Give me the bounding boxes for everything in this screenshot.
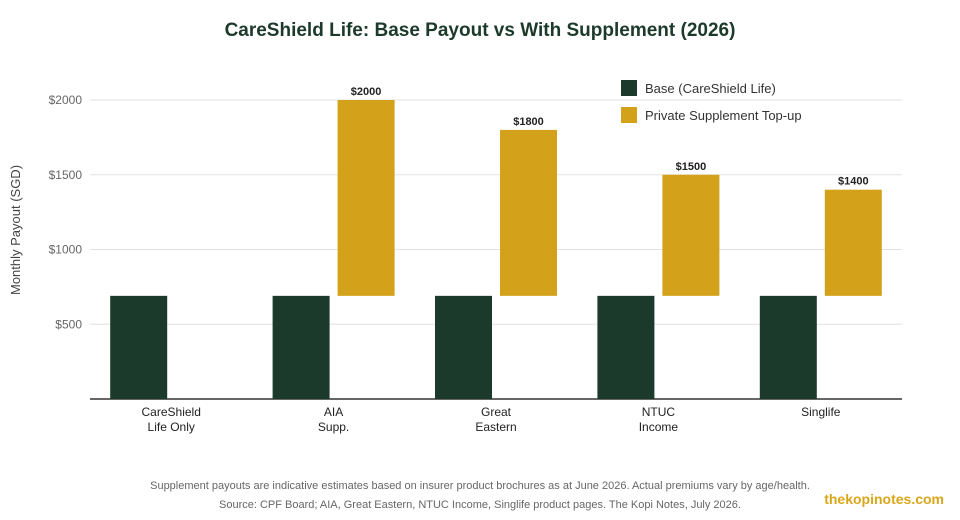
bar-supplement [337, 100, 395, 296]
legend-swatch [621, 107, 637, 123]
y-tick-label: $500 [55, 317, 82, 331]
y-tick-label: $1000 [49, 243, 83, 257]
data-label: $2000 [351, 86, 382, 98]
y-axis-label: Monthly Payout (SGD) [8, 165, 23, 295]
bar-base [110, 295, 168, 399]
chart-title: CareShield Life: Base Payout vs With Sup… [224, 20, 736, 41]
bar-base [759, 295, 817, 399]
footnote-disclaimer: Supplement payouts are indicative estima… [150, 480, 810, 492]
x-tick-label: AIA Supp. [318, 405, 349, 434]
bar-supplement [500, 129, 557, 296]
bar-base [272, 295, 330, 399]
legend-label: Base (CareShield Life) [645, 81, 776, 96]
data-label: $1800 [513, 116, 544, 128]
bar-supplement [824, 189, 882, 296]
footnote-source: Source: CPF Board; AIA, Great Eastern, N… [219, 499, 741, 511]
data-label: $1400 [838, 176, 869, 188]
x-tick-label: NTUC Income [639, 405, 679, 434]
bar-base [435, 295, 492, 399]
x-tick-label: CareShield Life Only [142, 405, 201, 434]
y-tick-label: $2000 [49, 93, 83, 107]
brand-watermark: thekopinotes.com [824, 491, 944, 507]
data-label: $1500 [676, 161, 707, 173]
x-tick-label: Great Eastern [475, 405, 516, 434]
legend-label: Private Supplement Top-up [645, 108, 802, 123]
bar-supplement [662, 174, 720, 296]
legend-swatch [621, 80, 637, 96]
bar-base [597, 295, 655, 399]
y-tick-label: $1500 [49, 168, 83, 182]
x-tick-label: Singlife [801, 405, 841, 419]
